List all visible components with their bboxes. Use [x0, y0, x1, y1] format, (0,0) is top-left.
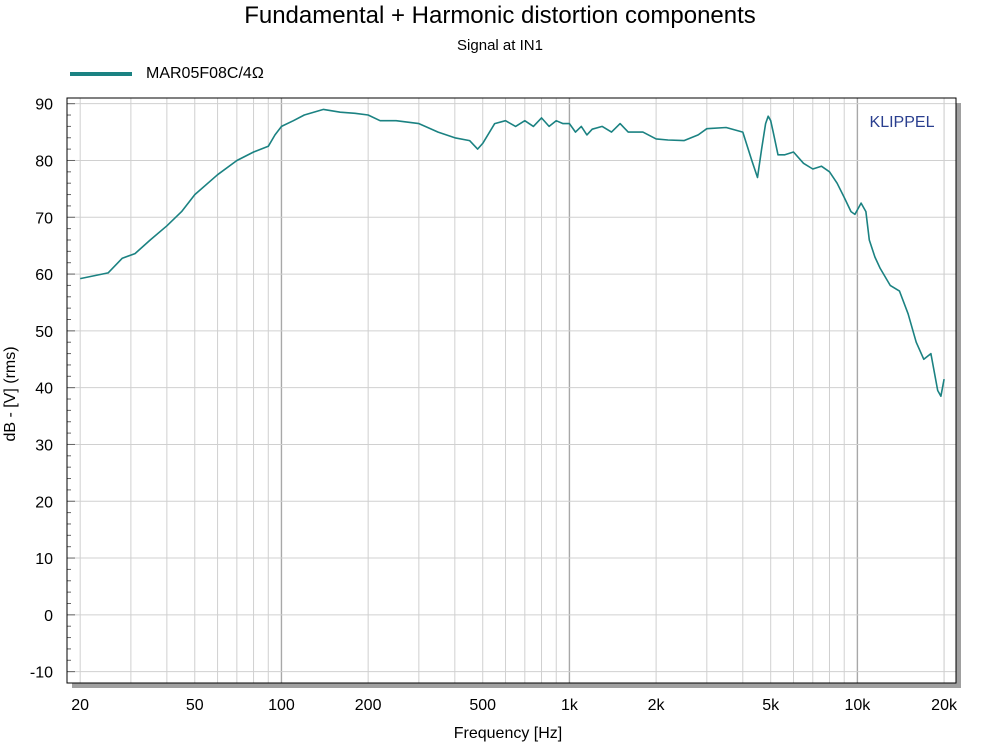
x-tick-label: 50 [186, 697, 204, 714]
y-tick-label: 40 [35, 381, 53, 398]
y-tick-label: 80 [35, 153, 53, 170]
y-tick-label: 70 [35, 210, 53, 227]
y-axis-label: dB - [V] (rms) [2, 346, 19, 441]
x-tick-label: 5k [762, 697, 780, 714]
legend: MAR05F08C/4Ω [70, 64, 264, 84]
chart-title: Fundamental + Harmonic distortion compon… [244, 2, 756, 29]
y-tick-label: -10 [30, 665, 53, 682]
series-line [80, 108, 945, 398]
y-tick-label: 20 [35, 494, 53, 511]
y-tick-label: 0 [44, 608, 53, 625]
x-tick-label: 100 [268, 697, 295, 714]
y-tick-label: 10 [35, 551, 53, 568]
y-tick-label: 90 [35, 97, 53, 114]
y-tick-marks [67, 103, 75, 673]
x-tick-labels: 20 50 100 200 500 1k 2k 5k 10k 20k [71, 697, 958, 714]
chart-subtitle: Signal at IN1 [457, 37, 543, 54]
x-tick-label: 1k [561, 697, 579, 714]
y-tick-labels: 90 80 70 60 50 40 30 20 10 0 -10 [30, 97, 53, 682]
plot-frame [66, 97, 957, 684]
plot-background [67, 98, 956, 683]
klippel-watermark: KLIPPEL [870, 114, 935, 131]
legend-label: MAR05F08C/4Ω [146, 65, 264, 82]
y-tick-label: 50 [35, 324, 53, 341]
x-tick-label: 10k [844, 697, 871, 714]
x-tick-label: 500 [469, 697, 496, 714]
series-layer [80, 108, 945, 398]
x-axis-label: Frequency [Hz] [454, 725, 562, 742]
grid [67, 98, 956, 683]
x-tick-label: 20 [71, 697, 89, 714]
y-tick-label: 60 [35, 267, 53, 284]
y-tick-label: 30 [35, 437, 53, 454]
legend-swatch [70, 72, 132, 76]
x-tick-label: 200 [355, 697, 382, 714]
x-tick-label: 2k [648, 697, 666, 714]
x-tick-label: 20k [931, 697, 958, 714]
